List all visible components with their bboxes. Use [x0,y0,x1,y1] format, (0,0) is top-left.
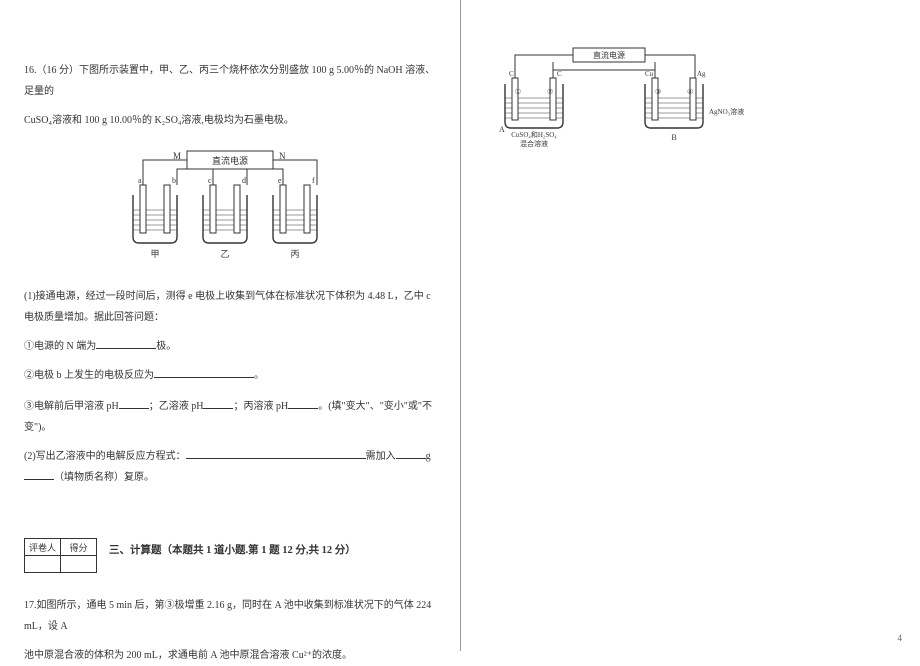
q16-figure: 直流电源 M N a b [24,145,436,268]
q17-circ3: ③ [655,88,661,96]
electrode-a: a [138,176,142,185]
q16-stem: 16.（16 分）下图所示装置中，甲、乙、丙三个烧杯依次分别盛放 100 g 5… [24,60,436,102]
q17-stem1: 17.如图所示，通电 5 min 后，第③极增重 2.16 g，同时在 A 池中… [24,595,436,637]
left-column: 16.（16 分）下图所示装置中，甲、乙、丙三个烧杯依次分别盛放 100 g 5… [0,0,461,651]
electrode-c: c [208,176,212,185]
q16-p1-1-pre: ①电源的 N 端为 [24,341,96,352]
q17-el-c2: C [557,70,562,78]
score-table-h2: 得分 [61,539,97,556]
q16-p2-post: （填物质名称）复原。 [54,472,154,483]
score-table: 评卷人 得分 [24,538,97,573]
q16-p2-unit: g [426,451,431,462]
q16-stem2: CuSO₄溶液和 100 g 10.00％的 K₂SO₄溶液,电极均为石墨电极。 [24,110,436,131]
q17-el-c1: C [509,70,514,78]
q17-a-name: A [499,125,505,134]
q17-a-cap1: CuSO₄和H₂SO₄ [511,130,557,139]
section3-block: 评卷人 得分 三、计算题（本题共 1 道小题.第 1 题 12 分,共 12 分… [24,538,436,573]
blank-ph-yi [203,397,233,409]
q16-p1-1: ①电源的 N 端为 极。 [24,336,436,357]
q16-p1-2-pre: ②电极 b 上发生的电极反应为 [24,370,154,381]
q17-b-name: B [671,133,676,142]
q16-number: 16.（16 分） [24,65,79,76]
beaker-bing: 丙 [290,249,299,259]
blank-mass [396,447,426,459]
blank-ph-jia [119,397,149,409]
blank-b-reaction [154,366,254,378]
q16-p1-2-post: 。 [254,370,264,381]
q16-p2-pre: (2)写出乙溶液中的电解反应方程式： [24,451,186,462]
power-label: 直流电源 [212,155,248,166]
blank-equation [186,447,366,459]
q16-p1-3-mid2: ；丙溶液 pH [233,401,288,412]
page-number: 4 [898,633,903,643]
q17-el-ag: Ag [697,70,706,78]
score-table-h1: 评卷人 [25,539,61,556]
beaker-jia: 甲 [150,249,159,259]
q17-figure: 直流电源 C C ① ② CuSO₄和H₂SO₄ 混合溶液 A [495,44,897,157]
q16-p2: (2)写出乙溶液中的电解反应方程式： 需加入 g （填物质名称）复原。 [24,446,436,488]
q16-p1-3-mid1: ；乙溶液 pH [149,401,204,412]
electrode-f: f [312,176,315,185]
q17-el-cu: Cu [645,70,654,78]
q16-p1-3: ③电解前后甲溶液 pH；乙溶液 pH；丙溶液 pH。(填"变大"、"变小"或"不… [24,396,436,438]
blank-ph-bing [288,397,318,409]
q17-circ4: ④ [687,88,693,96]
score-empty-1 [25,556,61,573]
beaker-yi: 乙 [220,249,229,259]
blank-substance [24,468,54,480]
electrode-b: b [172,176,176,185]
electrode-d: d [242,176,246,185]
q17-power-label: 直流电源 [593,50,625,60]
q16-p2-mid: 需加入 [366,451,396,462]
q16-p1: (1)接通电源，经过一段时间后，测得 e 电极上收集到气体在标准状况下体积为 4… [24,286,436,328]
q16-p1-1-post: 极。 [156,341,176,352]
q17-b-label: AgNO₃溶液 [709,107,744,116]
q16-p1-2: ②电极 b 上发生的电极反应为 。 [24,365,436,386]
score-empty-2 [61,556,97,573]
q16-stem1: 下图所示装置中，甲、乙、丙三个烧杯依次分别盛放 100 g 5.00％的 NaO… [24,65,435,97]
q17-stem2: 池中原混合液的体积为 200 mL，求通电前 A 池中原混合溶液 Cu²⁺的浓度… [24,645,436,666]
q17-a-cap2: 混合溶液 [520,139,548,148]
q16-p1-3-pre: ③电解前后甲溶液 pH [24,401,119,412]
q17-circ2: ② [547,88,553,96]
q17-circ1: ① [515,88,521,96]
right-column: 直流电源 C C ① ② CuSO₄和H₂SO₄ 混合溶液 A [461,0,920,651]
electrode-e: e [278,176,282,185]
blank-n-terminal [96,337,156,349]
